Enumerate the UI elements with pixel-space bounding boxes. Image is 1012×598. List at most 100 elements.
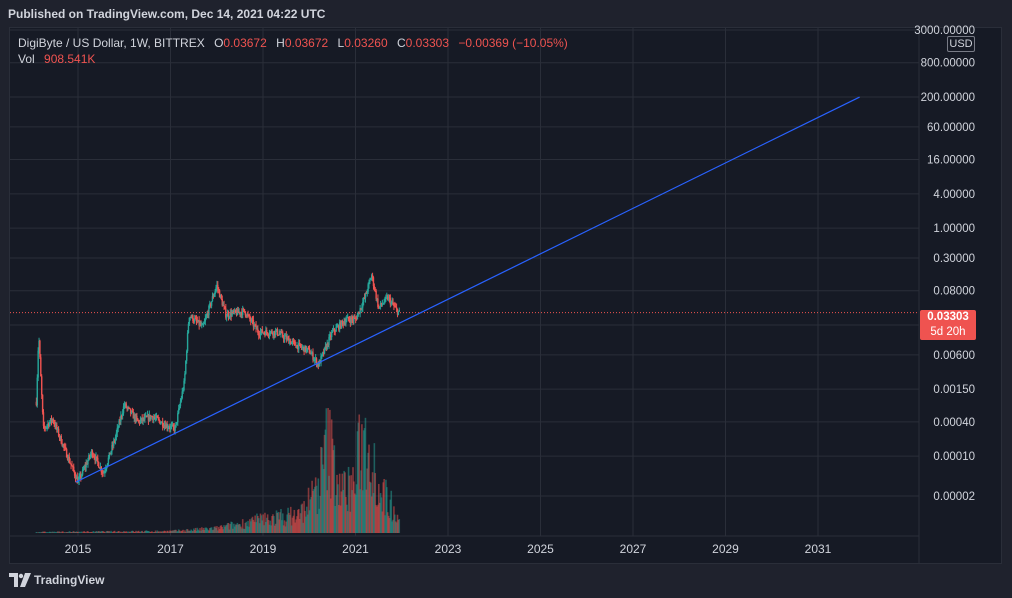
volume-bar [372, 493, 375, 533]
candle-body [227, 313, 230, 318]
grid-layer [10, 28, 919, 536]
candle-body [96, 456, 98, 458]
chart-frame[interactable] [9, 27, 1002, 564]
volume-bar [41, 531, 44, 533]
volume-bar [145, 530, 148, 533]
candle-body [111, 445, 113, 452]
candle-body [368, 281, 370, 285]
candle-body [238, 311, 240, 313]
volume-bar [233, 523, 235, 533]
volume-bar [162, 531, 165, 533]
candle-body [162, 426, 165, 428]
candle-body [336, 326, 338, 328]
candle-body [208, 305, 210, 316]
candle-body [181, 391, 183, 399]
volume-bar [237, 524, 240, 533]
candle-body [122, 406, 125, 414]
candle-body [370, 275, 373, 280]
volume-bar [179, 531, 182, 533]
volume-bar [161, 531, 164, 533]
volume-bar [151, 531, 153, 533]
volume-bar [210, 527, 213, 533]
candle-body [397, 311, 400, 315]
candle-body [251, 319, 254, 321]
candle-body [137, 418, 139, 421]
volume-bar [329, 498, 332, 533]
low-label: L [337, 36, 345, 50]
candle-body [273, 331, 275, 336]
volume-bar [186, 529, 189, 533]
volume-bar [97, 531, 100, 533]
symbol-title[interactable]: DigiByte / US Dollar, 1W, BITTREX [18, 36, 205, 50]
volume-bar [143, 531, 145, 533]
candle-body [231, 312, 233, 317]
volume-bar [272, 514, 274, 533]
candle-body [126, 407, 128, 409]
candle-body [129, 407, 131, 409]
volume-bar [163, 530, 166, 533]
volume-bar [238, 523, 240, 533]
tradingview-brand[interactable]: TradingView [34, 573, 105, 587]
candle-body [339, 322, 342, 328]
candle-body [329, 335, 331, 338]
volume-bar [285, 521, 288, 533]
candle-body [193, 321, 195, 323]
candle-body [277, 334, 279, 336]
candle-body [307, 347, 310, 349]
candle-body [49, 421, 51, 427]
volume-bar [135, 530, 137, 533]
volume-bar [387, 515, 390, 533]
volume-bar [295, 519, 297, 533]
candle-body [211, 296, 214, 302]
volume-bar [257, 515, 259, 533]
candle-body [244, 311, 247, 316]
candle-body [177, 413, 179, 423]
volume-bar [275, 510, 278, 533]
volume-bar [359, 489, 361, 533]
volume-bar [198, 530, 200, 533]
candle-body [182, 390, 184, 392]
candle-body [201, 324, 203, 326]
volume-bar [253, 521, 256, 533]
candle-body [311, 352, 313, 354]
volume-bar [59, 532, 62, 533]
candle-body [266, 330, 268, 333]
candle-body [218, 288, 220, 291]
volume-bar [201, 527, 203, 533]
currency-button[interactable]: USD [947, 36, 975, 52]
volume-bar [303, 501, 305, 533]
volume-bar [142, 532, 144, 533]
candle-body [91, 450, 94, 456]
y-tick-label: 3000.00000 [914, 25, 975, 37]
volume-bar [219, 525, 222, 533]
volume-bar [178, 530, 181, 533]
candle-body [79, 474, 81, 478]
candle-body [379, 302, 382, 307]
candle-body [184, 373, 186, 381]
candle-body [201, 324, 204, 326]
candle-body [133, 414, 135, 419]
y-tick-label: 1.00000 [933, 223, 975, 235]
candle-body [150, 416, 152, 420]
candle-body [246, 314, 248, 317]
candle-body [345, 320, 347, 324]
volume-bar [309, 499, 312, 533]
volume-bar [220, 525, 223, 533]
volume-bar [222, 529, 224, 533]
candle-body [360, 308, 362, 310]
volume-bar [105, 531, 108, 533]
volume-bar [334, 505, 337, 533]
candle-body [35, 401, 38, 406]
candle-body [197, 320, 199, 323]
volume-bar [335, 495, 337, 533]
candle-body [87, 460, 89, 465]
y-tick-label: 0.08000 [933, 286, 975, 298]
volume-bar [353, 493, 356, 533]
volume-bar [166, 530, 168, 533]
volume-bar [316, 514, 319, 533]
volume-bar [332, 450, 335, 533]
candle-body [65, 446, 67, 450]
volume-bar [159, 531, 161, 533]
volume-bar [367, 452, 369, 533]
